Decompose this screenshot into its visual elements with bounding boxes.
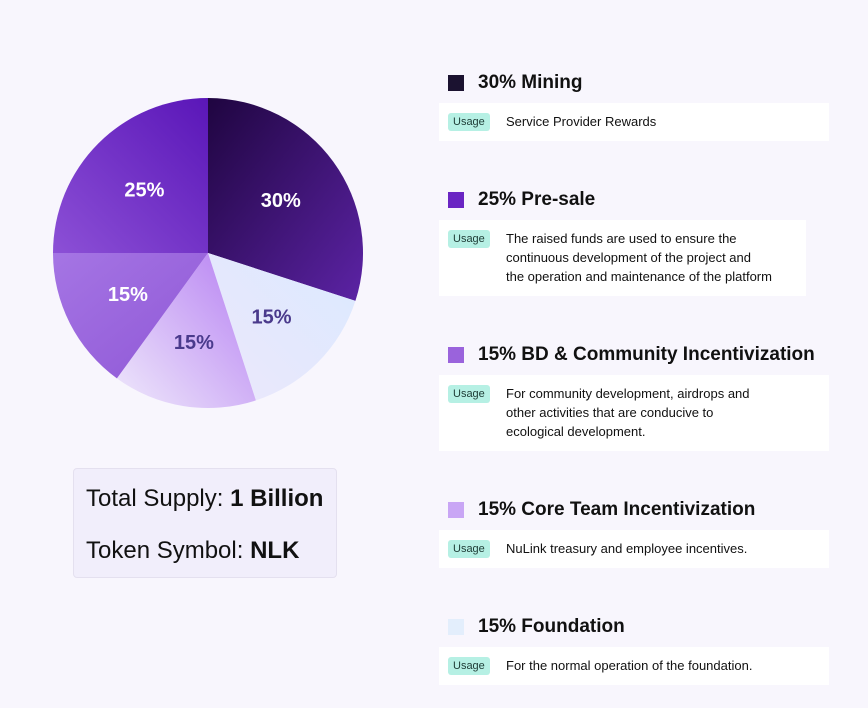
usage-line: NuLink treasury and employee incentives. [506, 541, 748, 556]
usage-line: ecological development. [506, 424, 646, 439]
pie-slice-core-team [116, 253, 256, 408]
usage-text: The raised funds are used to ensure the … [506, 229, 772, 286]
pie-label: 15% [252, 307, 292, 329]
supply-info-box: Total Supply: 1 Billion Token Symbol: NL… [73, 468, 337, 578]
legend-swatch [448, 619, 464, 635]
usage-line: Service Provider Rewards [506, 114, 657, 129]
usage-line: other activities that are conducive to [506, 405, 714, 420]
total-supply-value: 1 Billion [230, 485, 324, 512]
legend-title: 25% Pre-sale [478, 189, 596, 210]
legend-item-presale: 25% Pre-sale [448, 189, 595, 211]
usage-card-foundation: Usage For the normal operation of the fo… [439, 647, 829, 685]
legend-item-bd-community: 15% BD & Community Incentivization [448, 344, 815, 366]
usage-card-core-team: Usage NuLink treasury and employee incen… [439, 530, 829, 568]
usage-badge: Usage [448, 540, 490, 558]
usage-badge: Usage [448, 230, 490, 248]
usage-badge: Usage [448, 385, 490, 403]
pie-slice-presale [53, 98, 208, 253]
usage-line: For community development, airdrops and [506, 386, 750, 401]
legend-item-foundation: 15% Foundation [448, 616, 625, 638]
token-symbol-line: Token Symbol: NLK [86, 537, 299, 565]
legend-swatch [448, 192, 464, 208]
legend-title: 30% Mining [478, 72, 583, 93]
legend-title: 15% BD & Community Incentivization [478, 344, 815, 365]
pie-label: 15% [108, 284, 148, 306]
pie-label: 15% [174, 332, 214, 354]
usage-badge: Usage [448, 113, 490, 131]
pie-label: 25% [124, 179, 164, 201]
usage-line: The raised funds are used to ensure the [506, 231, 737, 246]
legend-title: 15% Foundation [478, 616, 625, 637]
usage-text: For community development, airdrops and … [506, 384, 750, 441]
usage-card-mining: Usage Service Provider Rewards [439, 103, 829, 141]
token-symbol-label: Token Symbol: [86, 537, 244, 564]
usage-text: For the normal operation of the foundati… [506, 656, 752, 675]
usage-card-bd-community: Usage For community development, airdrop… [439, 375, 829, 451]
legend-item-mining: 30% Mining [448, 72, 583, 94]
pie-label: 30% [261, 190, 301, 212]
legend-swatch [448, 347, 464, 363]
legend-swatch [448, 502, 464, 518]
usage-line: continuous development of the project an… [506, 250, 752, 265]
usage-badge: Usage [448, 657, 490, 675]
usage-text: Service Provider Rewards [506, 112, 656, 131]
legend-swatch [448, 75, 464, 91]
token-symbol-value: NLK [250, 537, 300, 564]
usage-line: For the normal operation of the foundati… [506, 658, 753, 673]
usage-line: the operation and maintenance of the pla… [506, 269, 772, 284]
pie-chart: 30% 15% 15% 15% 25% [53, 98, 363, 408]
pie-slice-foundation [208, 253, 356, 401]
total-supply-line: Total Supply: 1 Billion [86, 485, 323, 513]
usage-text: NuLink treasury and employee incentives. [506, 539, 747, 558]
pie-slice-mining [208, 98, 363, 301]
legend-item-core-team: 15% Core Team Incentivization [448, 499, 755, 521]
pie-slice-bd-community [53, 253, 208, 379]
legend-title: 15% Core Team Incentivization [478, 499, 756, 520]
usage-card-presale: Usage The raised funds are used to ensur… [439, 220, 806, 296]
total-supply-label: Total Supply: [86, 485, 224, 512]
